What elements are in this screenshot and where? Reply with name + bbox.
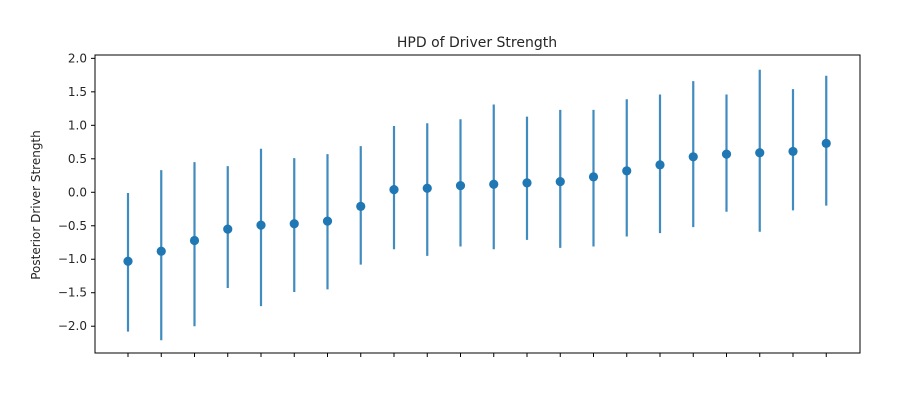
mean-point — [223, 224, 233, 234]
mean-point — [655, 160, 665, 170]
mean-point — [289, 219, 299, 229]
mean-point — [455, 180, 466, 191]
mean-point — [256, 220, 266, 230]
mean-point — [389, 185, 399, 195]
mean-point — [688, 152, 698, 162]
y-tick-label: 2.0 — [68, 51, 87, 65]
y-tick-label: 0.0 — [68, 185, 87, 199]
y-tick-label: 1.0 — [68, 118, 87, 132]
mean-point — [622, 166, 632, 176]
y-tick-label: −1.5 — [58, 286, 87, 300]
mean-point — [721, 149, 732, 159]
chart-title: HPD of Driver Strength — [397, 35, 557, 51]
mean-point — [322, 216, 333, 226]
mean-point — [123, 256, 133, 266]
mean-point — [489, 179, 499, 189]
mean-point — [522, 178, 532, 188]
y-tick-label: 0.5 — [68, 152, 87, 166]
plot-frame — [94, 54, 861, 354]
y-tick-label: 1.5 — [68, 85, 87, 99]
mean-point — [189, 235, 200, 246]
mean-point — [588, 172, 599, 182]
mean-point — [821, 138, 831, 148]
y-tick-label: −1.0 — [58, 252, 87, 266]
x-axis — [127, 353, 827, 357]
mean-point — [156, 246, 166, 256]
y-tick-label: −0.5 — [58, 219, 87, 233]
mean-point — [755, 148, 765, 158]
mean-point — [788, 146, 798, 157]
y-axis-label: Posterior Driver Strength — [29, 130, 43, 280]
mean-point — [422, 183, 432, 193]
mean-point — [555, 176, 565, 187]
mean-point — [356, 201, 366, 211]
y-tick-label: −2.0 — [58, 319, 87, 333]
y-axis: −2.0 −1.5 −1.0 −0.5 0.0 0.5 1.0 1.5 2.0 — [58, 51, 95, 333]
plot-marks — [123, 69, 831, 341]
